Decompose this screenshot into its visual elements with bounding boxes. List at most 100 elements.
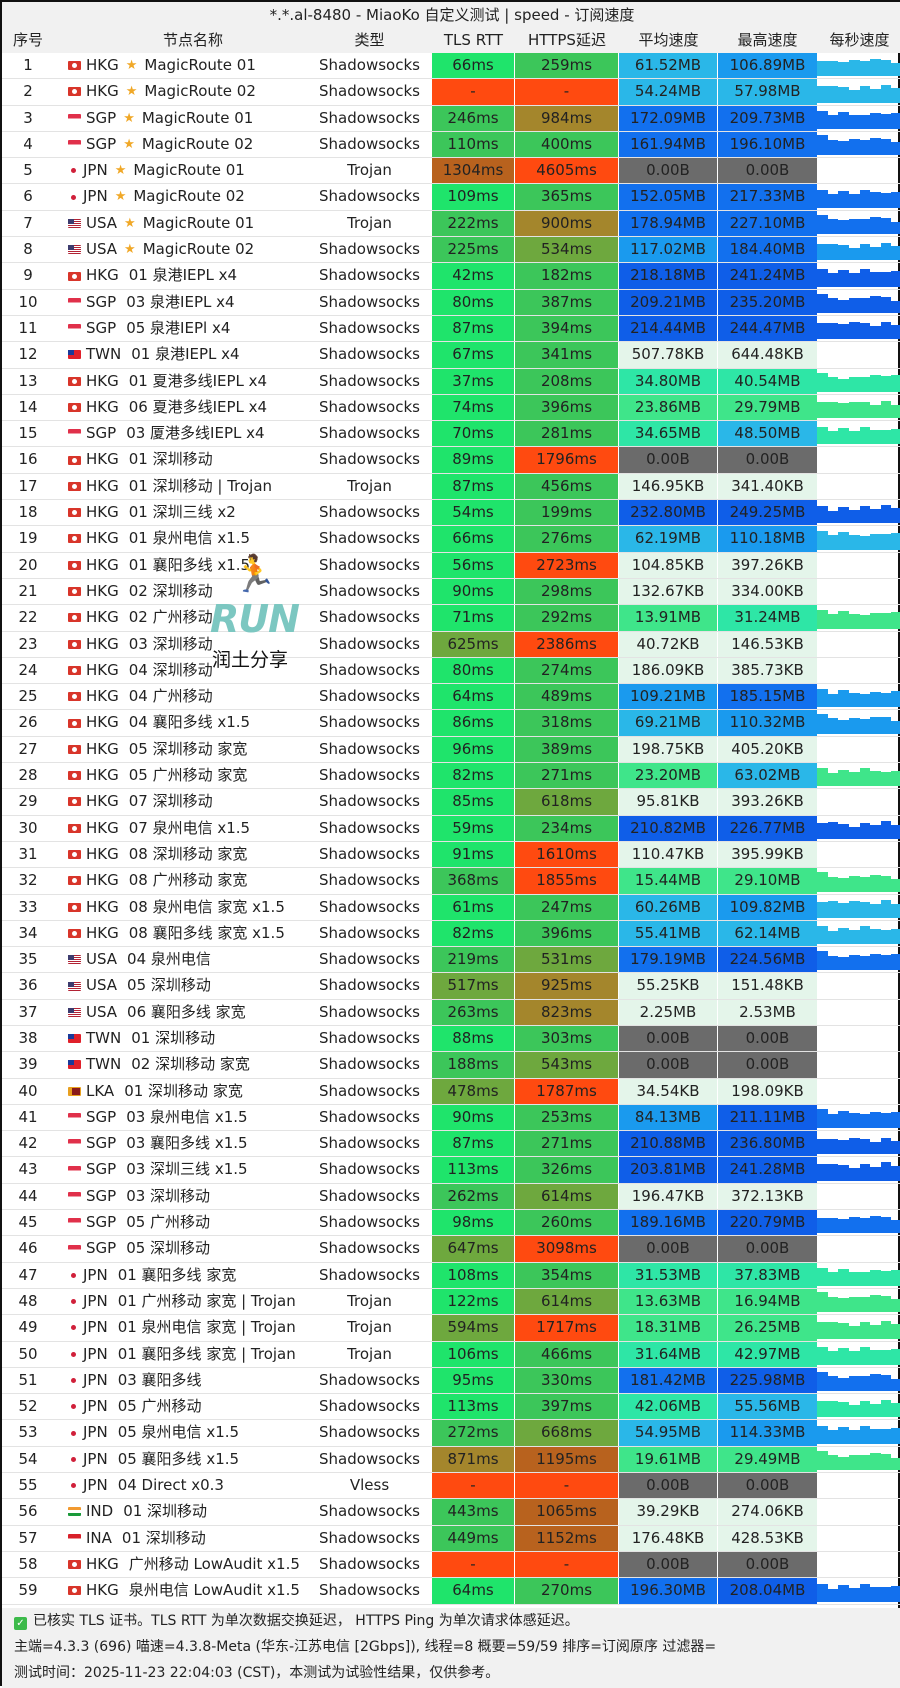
avg-speed-cell: 186.09KB [619,657,718,684]
ind-flag-icon [68,1507,81,1517]
node-type: Shadowsocks [319,56,420,74]
hkg-flag-icon [68,823,81,833]
jpn-flag-icon [68,1270,78,1280]
table-row: 51 JPN 03 襄阳多线 Shadowsocks 95ms 330ms 181.42MB… [2,1367,900,1395]
node-name: JPN ★ MagicRoute 01 [68,158,318,183]
node-region: HKG [86,608,119,627]
max-speed-cell: 31.24MB [718,605,817,631]
row-seq: 49 [18,1318,38,1337]
tls-rtt-cell: 42ms [432,263,515,289]
tls-rtt-cell: 106ms [432,1341,515,1367]
sparkline-bar [827,139,839,156]
node-label: MagicRoute 02 [133,187,245,206]
table-row: 26 HKG 04 襄阳多线 x1.5 Shadowsocks 86ms 318ms 69.… [2,710,900,737]
per-second-sparkline [817,605,900,630]
tls-rtt-cell: 110ms [432,131,515,158]
https-latency-cell: 330ms [515,1367,619,1394]
row-seq: 28 [18,766,38,785]
tls-rtt-cell: 262ms [432,1183,515,1210]
sparkline-bar [838,927,849,945]
max-speed-cell: 62.14MB [718,920,817,947]
sparkline-bar [870,192,881,208]
node-region: HKG [86,713,119,732]
node-label: 01 襄阳多线 家宽 | Trojan [117,1344,296,1363]
table-row: 53 JPN 05 泉州电信 x1.5 Shadowsocks 272ms 668ms 54… [2,1420,900,1447]
sparkline-bar [870,325,881,340]
max-speed-cell: 220.79MB [718,1210,817,1236]
table-row: 59 HKG 泉州电信 LowAudit x1.5 Shadowsocks 64ms 27… [2,1578,900,1605]
sparkline-bar [859,1114,871,1129]
sparkline-bar [827,377,839,392]
max-speed-cell: 226.77MB [718,815,817,841]
sparkline-bar [891,1349,900,1365]
avg-speed-cell: 13.63MB [619,1288,718,1315]
hkg-flag-icon [68,455,81,465]
node-region: SGP [86,108,117,127]
sparkline-bar [817,1371,828,1392]
sparkline-bar [891,375,900,392]
node-label: 04 Direct x0.3 [117,1476,224,1495]
max-speed-cell: 48.50MB [718,421,817,447]
node-type: Shadowsocks [319,1528,420,1547]
hkg-flag-icon [68,797,81,807]
tls-rtt-cell: 80ms [432,289,515,315]
avg-speed-cell: 0.00B [619,1052,718,1078]
tls-rtt-cell: 87ms [432,1131,515,1157]
node-name: SGP ★ MagicRoute 02 [68,132,318,157]
sparkline-bar [838,87,849,103]
node-name: SGP 03 泉港IEPL x4 [68,290,318,315]
per-second-sparkline [817,1526,900,1551]
table-row: 45 SGP 05 广州移动 Shadowsocks 98ms 260ms 189.16MB… [2,1210,900,1237]
sparkline-bar [848,218,860,235]
node-region: HKG [86,371,119,390]
per-second-sparkline [817,1079,900,1104]
avg-speed-cell: 132.67KB [619,578,718,605]
node-type: Shadowsocks [319,1554,420,1573]
hkg-flag-icon [68,850,81,860]
sparkline-bar [870,59,881,77]
tls-rtt-cell: 80ms [432,657,515,684]
per-second-sparkline [817,158,900,183]
sparkline-bar [870,691,881,708]
sparkline-bar [848,1325,860,1339]
sparkline-bar [827,322,839,340]
per-second-sparkline [817,763,900,788]
node-type: Shadowsocks [319,1370,420,1389]
avg-speed-cell: 55.41MB [619,920,718,947]
max-speed-cell: 0.00B [718,1473,817,1499]
node-region: USA [86,976,118,995]
sgp-flag-icon [68,140,81,150]
sparkline-bar [859,1272,871,1286]
node-label: 01 深圳移动 [128,450,213,469]
sparkline-bar [870,770,881,787]
sparkline-bar [838,62,849,77]
node-region: HKG [86,1554,119,1573]
node-label: 01 泉港IEPL x4 [131,345,240,364]
sparkline-bar [870,138,881,156]
node-type: Shadowsocks [319,608,420,627]
node-region: IND [86,1502,114,1521]
sparkline-bar [838,245,849,261]
sparkline-bar [817,1163,828,1181]
table-row: 50 JPN 01 襄阳多线 家宽 | Trojan Trojan 106ms 466ms… [2,1341,900,1368]
https-latency-cell: - [515,1473,619,1499]
sparkline-bar [870,929,881,945]
node-region: JPN [83,1397,108,1416]
node-name: HKG 泉州电信 LowAudit x1.5 [68,1578,318,1603]
sparkline-bar [859,427,871,445]
node-type: Trojan [347,476,392,495]
sparkline-bar [848,248,860,261]
sparkline-bar [859,768,871,787]
https-latency-cell: 614ms [515,1288,619,1315]
node-name: JPN 05 泉州电信 x1.5 [68,1420,318,1445]
per-second-sparkline [817,1184,900,1209]
sparkline-bar [848,693,860,708]
sparkline-bar [891,63,900,77]
tls-rtt-cell: 64ms [432,684,515,710]
node-label: 08 泉州电信 家宽 x1.5 [128,897,285,916]
https-latency-cell: 823ms [515,999,619,1025]
table-row: 37 USA 06 襄阳多线 家宽 Shadowsocks 263ms 823ms 2.25… [2,999,900,1026]
sparkline-bar [848,272,860,287]
avg-speed-cell: 31.53MB [619,1262,718,1288]
